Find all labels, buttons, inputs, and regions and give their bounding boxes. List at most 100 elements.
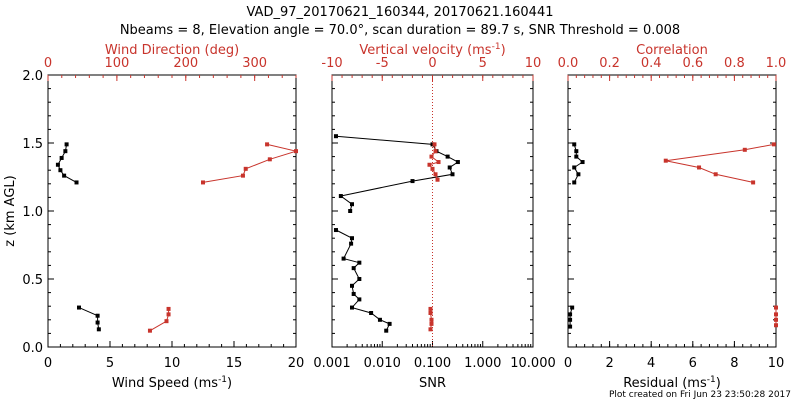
panel2-x-tick-label: 10.000 (510, 356, 556, 371)
panel2-series-bottom-point (349, 283, 354, 288)
panel3-series-top-point (663, 158, 668, 163)
panel1-series-top-point (240, 173, 245, 178)
panel3-x-axis-label-sup: -1 (707, 375, 716, 385)
panel1-series-top-point (294, 149, 298, 154)
panel2-series-bottom-point (447, 165, 452, 170)
panel1-series-bottom-point (59, 155, 64, 160)
panel1-top-tick-label: 200 (173, 56, 198, 71)
y-axis-label: z (km AGL) (3, 175, 18, 246)
figure-subtitle: Nbeams = 8, Elevation angle = 70.0°, sca… (120, 23, 680, 38)
panel1-series-top-point (166, 306, 171, 311)
panel2-series-top-point (429, 154, 434, 159)
panel3-series-top-point (751, 180, 756, 185)
panel2-top-tick-label: 10 (525, 56, 542, 71)
panel1-y-tick-label: 0.5 (22, 273, 43, 288)
panel2-top-axis-label-text: Vertical velocity (ms (359, 43, 491, 58)
panel3-x-tick-label: 2 (605, 356, 613, 371)
panel1-series-bottom-point (95, 313, 100, 318)
panel3-series-bottom-point (568, 317, 573, 322)
panel2-series-top-point (435, 177, 440, 182)
panel2-x-axis-label-text: SNR (419, 376, 446, 391)
panel1-series-bottom-point (55, 162, 60, 167)
panel2-series-bottom-point (357, 260, 362, 265)
panel1-series-top-point (243, 166, 248, 171)
panel3-series-top-line (665, 143, 774, 183)
panel3-series-top-point (742, 147, 747, 152)
panel2-series-bottom-point (410, 179, 415, 184)
panel1-x-tick-label: 0 (44, 356, 52, 371)
panel2-x-tick-label: 0.001 (313, 356, 350, 371)
panel2-series-top-point (432, 142, 437, 147)
panel2-series-bottom-point (430, 142, 435, 147)
panel2-top-tick-label: -5 (376, 56, 389, 71)
panel1-x-tick-label: 15 (226, 356, 243, 371)
panel2-series-top-point (428, 327, 433, 332)
panel3-series-top-point (771, 142, 776, 147)
panel2-series-bottom-point (384, 328, 389, 333)
panel2-series-bottom-point (387, 321, 392, 326)
panel3-series-top-point (713, 172, 718, 177)
panel1-series-top-line (149, 308, 170, 332)
panel3-top-tick-label: 0.0 (558, 56, 579, 71)
panel1-series-top-line (202, 143, 298, 183)
panel3-series-bottom-point (572, 142, 577, 147)
panel3-top-tick-label: 0.2 (599, 56, 620, 71)
panel1-top-tick-label: 300 (242, 56, 267, 71)
panel2-series-bottom-point (349, 305, 354, 310)
panel1-x-axis-label: Wind Speed (ms-1) (112, 375, 232, 391)
panel2-top-tick-label: 5 (479, 56, 487, 71)
panel1-series-bottom-point (62, 173, 67, 178)
panel3-x-tick-label: 10 (768, 356, 785, 371)
panel2-series-bottom-line (335, 229, 391, 331)
panel2-series-bottom-point (450, 172, 455, 177)
panel3-top-tick-label: 0.8 (724, 56, 745, 71)
panel1-top-axis-label: Wind Direction (deg) (105, 43, 239, 58)
panel2-series-top-point (436, 160, 441, 165)
panel1-y-tick-label: 1.5 (22, 137, 43, 152)
panel1-series-top-point (164, 319, 169, 324)
panel2-x-tick-label: 0.010 (364, 356, 401, 371)
panel2-series-top-point (429, 321, 434, 326)
panel1-series-top-point (267, 157, 272, 162)
panel2-series-top-point (428, 306, 433, 311)
panel3-series-bottom-point (572, 165, 577, 170)
panel2-series-bottom-point (455, 160, 460, 165)
panel2-series-bottom-point (445, 154, 450, 159)
panel1-series-bottom-point (77, 305, 81, 310)
panel3-series-bottom-point (568, 312, 573, 317)
panel2-series-bottom-point (338, 194, 343, 199)
panel1-y-tick-label: 2.0 (22, 69, 43, 84)
panel3-top-tick-label: 0.6 (682, 56, 703, 71)
panel3-x-axis-label: Residual (ms-1) (623, 375, 721, 391)
panel2-top-axis-label: Vertical velocity (ms-1) (359, 42, 505, 58)
panel1-series-bottom-line (78, 307, 100, 330)
panel3-series-bottom-point (568, 324, 573, 329)
panel1-series-bottom-point (74, 180, 79, 185)
panel2-top-axis-label-tail: ) (501, 43, 506, 58)
panel3-series-bottom-point (574, 154, 579, 159)
panel2-x-tick-label: 1.000 (464, 356, 501, 371)
panel1-top-tick-label: 100 (104, 56, 129, 71)
panel3-x-tick-label: 6 (689, 356, 697, 371)
panel2-series-bottom-point (357, 297, 362, 302)
panel2-series-bottom-point (369, 311, 374, 315)
panel1-series-top-point (166, 312, 171, 317)
footer-text: Plot created on Fri Jun 23 23:50:28 2017 (609, 390, 791, 400)
panel2-x-axis-label: SNR (419, 376, 446, 391)
panel2-top-tick-label: 0 (428, 56, 436, 71)
panel3-series-top-point (697, 165, 702, 170)
panel2-series-bottom-point (351, 291, 356, 296)
panel2-top-tick-label: -10 (321, 56, 342, 71)
panel2-series-top-point (429, 317, 434, 322)
panel3-x-axis-label-text: Residual (ms (623, 376, 707, 391)
panel3-series-top-point (774, 323, 778, 328)
panel2-series-bottom-point (349, 241, 354, 246)
panel2-series-bottom-point (349, 202, 354, 207)
panel2-series-bottom-point (341, 256, 346, 261)
panel3-series-bottom-point (576, 172, 581, 177)
panel3-series-top-point (774, 305, 778, 310)
panel3-top-tick-label: 1.0 (766, 56, 787, 71)
panel3-series-bottom-point (574, 149, 579, 154)
panel1-x-tick-label: 20 (288, 356, 305, 371)
panel2-x-tick-label: 0.100 (414, 356, 451, 371)
